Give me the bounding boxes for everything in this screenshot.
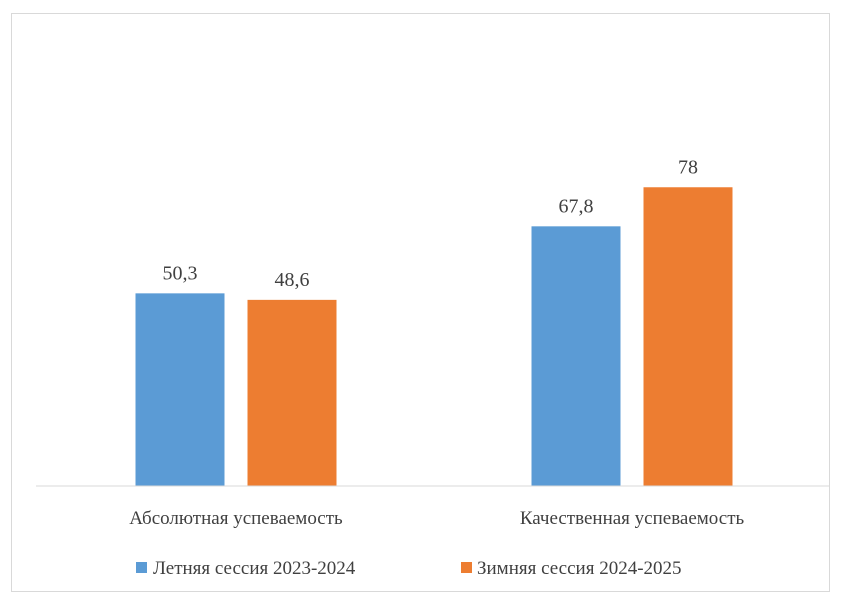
bars-group: [135, 187, 733, 487]
legend-label: Летняя сессия 2023-2024: [153, 558, 356, 579]
bar-winter-2: [643, 187, 733, 486]
data-label: 78: [678, 156, 698, 178]
data-label: 67,8: [559, 195, 594, 217]
data-label: 48,6: [275, 269, 310, 291]
bar-summer-2: [531, 226, 621, 487]
legend-label: Зимняя сессия 2024-2025: [477, 558, 682, 579]
category-label: Абсолютная успеваемость: [129, 508, 343, 529]
legend: Летняя сессия 2023-2024 Зимняя сессия 202…: [136, 558, 682, 579]
bar-winter-1: [247, 299, 337, 486]
bar-summer-1: [135, 293, 225, 486]
legend-swatch: [136, 562, 147, 573]
category-labels-group: Абсолютная успеваемость Качественная успе…: [129, 508, 744, 529]
data-labels-group: 50,3 48,6 67,8 78: [163, 156, 699, 291]
category-label: Качественная успеваемость: [520, 508, 745, 529]
legend-swatch: [461, 562, 472, 573]
data-label: 50,3: [163, 262, 198, 284]
